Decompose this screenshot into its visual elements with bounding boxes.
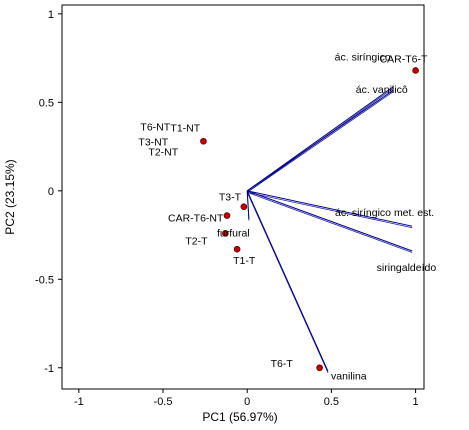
score-point xyxy=(316,364,323,372)
score-point xyxy=(412,67,419,74)
y-tick-label: -0.5 xyxy=(35,274,54,286)
x-tick-label: 1 xyxy=(413,396,419,408)
loading-label-ac-vanilico: ác. vanilicô xyxy=(356,84,408,96)
loading-vector-vanilina xyxy=(246,190,329,372)
loading-vector-shadow xyxy=(246,91,394,193)
loading-label-ac-siringico: ác. siríngico xyxy=(335,51,391,63)
loading-vector-ac-vanilico xyxy=(246,89,394,192)
loading-vector-shadow xyxy=(247,191,413,229)
x-tick-label: 0 xyxy=(244,396,250,408)
loading-label-siringaldeido: siringaldeído xyxy=(377,262,437,274)
score-point xyxy=(240,203,248,211)
point-label-t3-nt: T3-NT xyxy=(138,136,168,148)
loading-label-vanilina: vanilina xyxy=(331,370,367,382)
x-tick-label: -1 xyxy=(74,396,84,408)
point-label-t1-nt: T1-NT xyxy=(170,122,200,134)
score-point xyxy=(233,245,241,253)
point-label-t6-nt: T6-NT xyxy=(140,121,170,133)
loading-label-ac-siringico-met-est: ác. siríngico met. est. xyxy=(335,207,434,219)
y-axis-title: PC2 (23.15%) xyxy=(3,159,17,234)
y-tick-label: 0 xyxy=(48,186,54,198)
plot-frame xyxy=(61,4,425,390)
loading-vectors xyxy=(246,85,413,373)
point-label-car-t6-t: CAR-T6-T xyxy=(380,53,428,65)
point-label-t3-t: T3-T xyxy=(219,192,242,204)
loading-vector-siringaldeido xyxy=(247,190,413,252)
loading-vector-ac-siringico-met-est xyxy=(247,190,413,227)
y-tick-label: -1 xyxy=(44,363,54,375)
point-label-t6-t: T6-T xyxy=(271,358,294,370)
y-tick-label: 1 xyxy=(48,9,54,21)
axis-ticks: -1 -0.5 0 0.5 1 -1 -0.5 0 0.5 1 xyxy=(35,9,419,408)
x-tick-label: 0.5 xyxy=(324,396,339,408)
loading-vector-shadow xyxy=(247,191,413,253)
loading-vector-shadow xyxy=(246,192,329,373)
score-point xyxy=(200,137,207,145)
x-tick-label: -0.5 xyxy=(154,396,173,408)
loading-vector-shadow xyxy=(246,192,250,221)
point-label-furfural: furfural xyxy=(217,228,250,240)
score-points xyxy=(200,67,419,372)
score-point xyxy=(222,229,229,237)
point-label-car-t6-nt: CAR-T6-NT xyxy=(168,213,224,225)
point-label-t1-t: T1-T xyxy=(233,255,256,267)
point-label-t2-nt: T2-NT xyxy=(148,146,178,158)
x-axis-title: PC1 (56.97%) xyxy=(202,410,277,424)
score-point xyxy=(223,212,231,219)
point-label-t2-t: T2-T xyxy=(185,235,208,247)
y-tick-label: 0.5 xyxy=(39,97,54,109)
